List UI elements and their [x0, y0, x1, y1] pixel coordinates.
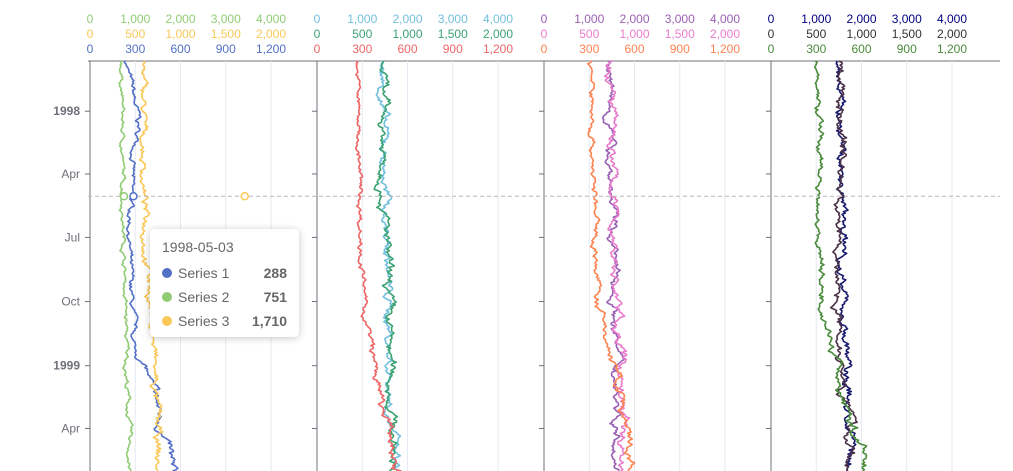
x-tick-label: 0: [541, 27, 548, 41]
tooltip-series-value: 288: [263, 265, 287, 281]
x-tick-label: 3,000: [438, 12, 468, 26]
series-line-series-1: [123, 60, 179, 471]
y-tick-label: Apr: [61, 421, 80, 435]
x-tick-label: 1,200: [483, 42, 513, 56]
highlight-point: [240, 192, 250, 201]
x-tick-label: 0: [314, 12, 321, 26]
x-tick-label: 300: [125, 42, 145, 56]
x-tick-label: 4,000: [937, 12, 967, 26]
x-tick-label: 600: [170, 42, 190, 56]
x-tick-label: 0: [314, 42, 321, 56]
tooltip-series-value: 751: [263, 289, 287, 305]
x-tick-label: 1,000: [120, 12, 150, 26]
x-tick-label: 1,500: [211, 27, 241, 41]
x-tick-label: 1,000: [347, 12, 377, 26]
x-tick-label: 2,000: [619, 12, 649, 26]
x-tick-label: 2,000: [937, 27, 967, 41]
x-tick-label: 2,000: [710, 27, 740, 41]
x-tick-label: 500: [125, 27, 145, 41]
x-tick-label: 1,500: [892, 27, 922, 41]
x-tick-label: 1,000: [574, 12, 604, 26]
x-tick-label: 2,000: [165, 12, 195, 26]
highlight-point: [129, 192, 138, 201]
x-tick-label: 3,000: [665, 12, 695, 26]
x-tick-label: 3,000: [892, 12, 922, 26]
x-tick-label: 2,000: [483, 27, 513, 41]
tooltip-series-value: 1,710: [251, 313, 287, 329]
series-2-marker: [162, 292, 172, 302]
x-tick-label: 500: [352, 27, 372, 41]
x-tick-label: 1,000: [846, 27, 876, 41]
y-tick-label: Apr: [61, 167, 80, 181]
highlight-point: [119, 192, 129, 201]
x-tick-label: 300: [352, 42, 372, 56]
x-tick-label: 3,000: [211, 12, 241, 26]
y-tick-label: 1999: [53, 359, 80, 373]
series-line-series-4: [375, 60, 402, 471]
x-tick-label: 4,000: [256, 12, 286, 26]
x-tick-label: 1,500: [438, 27, 468, 41]
tooltip-row: Series 1 288: [162, 261, 287, 285]
x-tick-label: 1,200: [710, 42, 740, 56]
x-tick-label: 0: [768, 27, 775, 41]
x-tick-label: 300: [806, 42, 826, 56]
series-line-series-5: [373, 60, 399, 471]
x-tick-label: 900: [670, 42, 690, 56]
tooltip: 1998-05-03 Series 1 288 Series 2 751 Ser…: [150, 229, 299, 337]
tooltip-date: 1998-05-03: [162, 239, 234, 255]
x-tick-label: 500: [579, 27, 599, 41]
x-tick-label: 0: [87, 12, 94, 26]
x-tick-label: 900: [443, 42, 463, 56]
tooltip-row: Series 2 751: [162, 285, 287, 309]
y-tick-label: Jul: [65, 230, 80, 244]
x-tick-label: 500: [806, 27, 826, 41]
x-tick-label: 0: [541, 42, 548, 56]
x-tick-label: 0: [768, 42, 775, 56]
x-tick-label: 1,000: [392, 27, 422, 41]
tooltip-row: Series 3 1,710: [162, 309, 287, 333]
series-line-series-12: [813, 60, 868, 471]
series-line-series-2: [118, 60, 134, 471]
x-tick-label: 1,200: [256, 42, 286, 56]
tooltip-series-name: Series 3: [178, 313, 230, 329]
x-tick-label: 2,000: [256, 27, 286, 41]
y-tick-label: 1998: [53, 104, 80, 118]
x-tick-label: 1,000: [619, 27, 649, 41]
x-tick-label: 4,000: [710, 12, 740, 26]
series-1-marker: [162, 268, 172, 278]
x-tick-label: 2,000: [392, 12, 422, 26]
x-tick-label: 4,000: [483, 12, 513, 26]
x-tick-label: 600: [624, 42, 644, 56]
x-tick-label: 1,000: [165, 27, 195, 41]
x-tick-label: 600: [397, 42, 417, 56]
x-tick-label: 2,000: [846, 12, 876, 26]
series-line-series-6: [355, 60, 402, 471]
x-tick-label: 1,500: [665, 27, 695, 41]
x-tick-label: 0: [314, 27, 321, 41]
series-line-series-11: [829, 60, 858, 471]
x-tick-label: 0: [87, 42, 94, 56]
series-line-series-3: [138, 60, 164, 471]
series-line-series-9: [586, 60, 636, 471]
x-tick-label: 300: [579, 42, 599, 56]
x-tick-label: 0: [768, 12, 775, 26]
y-tick-label: Oct: [61, 295, 80, 309]
x-tick-label: 0: [541, 12, 548, 26]
x-tick-label: 900: [216, 42, 236, 56]
x-tick-label: 0: [87, 27, 94, 41]
x-tick-label: 900: [897, 42, 917, 56]
x-tick-label: 1,000: [801, 12, 831, 26]
x-tick-label: 600: [851, 42, 871, 56]
series-3-marker: [162, 316, 172, 326]
tooltip-series-name: Series 1: [178, 265, 230, 281]
x-tick-label: 1,200: [937, 42, 967, 56]
tooltip-series-name: Series 2: [178, 289, 230, 305]
